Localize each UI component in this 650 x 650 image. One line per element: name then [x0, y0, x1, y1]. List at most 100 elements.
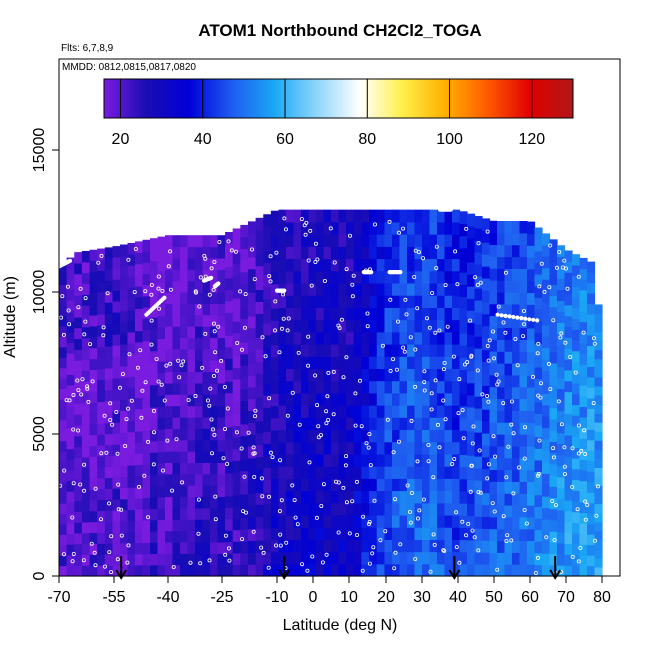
heatmap-cell [59, 284, 68, 296]
heatmap-cell [437, 319, 446, 333]
heatmap-cell [512, 351, 521, 364]
heatmap-cell [557, 476, 566, 489]
sample-point [562, 464, 567, 469]
heatmap-cell [142, 531, 151, 543]
heatmap-cell [346, 307, 355, 321]
heatmap-cell [150, 508, 159, 521]
heatmap-cell [286, 417, 295, 431]
heatmap-cell [444, 539, 453, 553]
heatmap-cell [369, 209, 378, 223]
heatmap-cell [165, 473, 174, 486]
heatmap-cell [353, 539, 362, 553]
heatmap-cell [202, 530, 211, 543]
heatmap-cell [278, 453, 287, 467]
heatmap-cell [542, 473, 551, 486]
heatmap-cell [534, 308, 543, 322]
heatmap-cell [263, 515, 272, 529]
heatmap-cell [437, 331, 446, 345]
heatmap-cell [278, 295, 287, 308]
sample-point [89, 541, 94, 546]
sample-point [70, 515, 75, 520]
heatmap-cell [482, 432, 491, 446]
heatmap-cell [195, 235, 204, 248]
heatmap-cell [338, 441, 347, 455]
heatmap-cell [308, 466, 317, 479]
sample-point [575, 507, 580, 512]
heatmap-cell [392, 466, 401, 479]
heatmap-cell [346, 380, 355, 394]
heatmap-cell [270, 490, 280, 504]
heatmap-cell [172, 541, 181, 554]
heatmap-cell [437, 527, 446, 540]
heatmap-cell [444, 331, 453, 345]
sample-point [583, 451, 588, 456]
heatmap-cell [210, 337, 219, 350]
heatmap-cell [66, 544, 75, 556]
heatmap-cell [225, 254, 234, 268]
sample-point [536, 393, 541, 398]
heatmap-cell [437, 368, 446, 382]
heatmap-cell [437, 563, 446, 577]
heatmap-cell [369, 295, 378, 308]
heatmap-cell [301, 441, 310, 455]
heatmap-cell [165, 564, 174, 577]
heatmap-cell [384, 539, 393, 553]
heatmap-cell [437, 392, 446, 406]
heatmap-cell [338, 392, 347, 406]
heatmap-cell [225, 518, 234, 531]
heatmap-cell [135, 263, 144, 276]
sample-point [422, 388, 427, 393]
heatmap-cell [384, 307, 393, 321]
heatmap-cell [542, 484, 551, 497]
heatmap-cell [361, 417, 370, 431]
heatmap-cell [247, 327, 257, 341]
heatmap-cell [157, 349, 166, 362]
heatmap-cell [564, 391, 573, 404]
heatmap-cell [512, 469, 521, 482]
heatmap-cell [323, 502, 332, 516]
sample-point [229, 248, 234, 253]
heatmap-cell [564, 565, 573, 577]
heatmap-cell [353, 331, 362, 345]
heatmap-cell [459, 320, 468, 334]
heatmap-cell [534, 273, 543, 287]
heatmap-cell [217, 269, 226, 282]
heatmap-cell [270, 381, 280, 394]
heatmap-cell [534, 552, 543, 565]
heatmap-cell [301, 234, 310, 247]
heatmap-cell [308, 380, 317, 394]
heatmap-cell [120, 465, 129, 478]
heatmap-cell [301, 514, 310, 528]
heatmap-cell [414, 478, 423, 492]
sample-point [305, 568, 310, 573]
heatmap-cell [549, 329, 558, 341]
heatmap-cell [534, 564, 543, 577]
sample-point [282, 288, 287, 293]
heatmap-cell [534, 285, 543, 298]
heatmap-cell [504, 564, 513, 577]
sample-point [188, 560, 193, 565]
heatmap-cell [587, 555, 596, 567]
heatmap-cell [542, 381, 551, 394]
heatmap-cell [474, 420, 483, 433]
heatmap-cell [172, 280, 181, 293]
heatmap-cell [89, 489, 98, 501]
heatmap-cell [474, 552, 483, 565]
heatmap-cell [157, 496, 166, 509]
heatmap-cell [361, 551, 370, 565]
heatmap-cell [579, 363, 588, 376]
sample-point [156, 306, 161, 311]
sample-point [385, 417, 390, 422]
sample-point [316, 424, 321, 429]
heatmap-cell [474, 228, 483, 241]
heatmap-cell [278, 490, 287, 504]
heatmap-cell [165, 257, 174, 270]
heatmap-cell [482, 349, 491, 363]
sample-point [320, 560, 325, 565]
sample-point [539, 261, 544, 266]
heatmap-cell [180, 541, 189, 554]
sample-point [263, 354, 268, 359]
heatmap-cell [572, 404, 581, 416]
heatmap-cell [429, 380, 438, 394]
sample-point [391, 450, 396, 455]
